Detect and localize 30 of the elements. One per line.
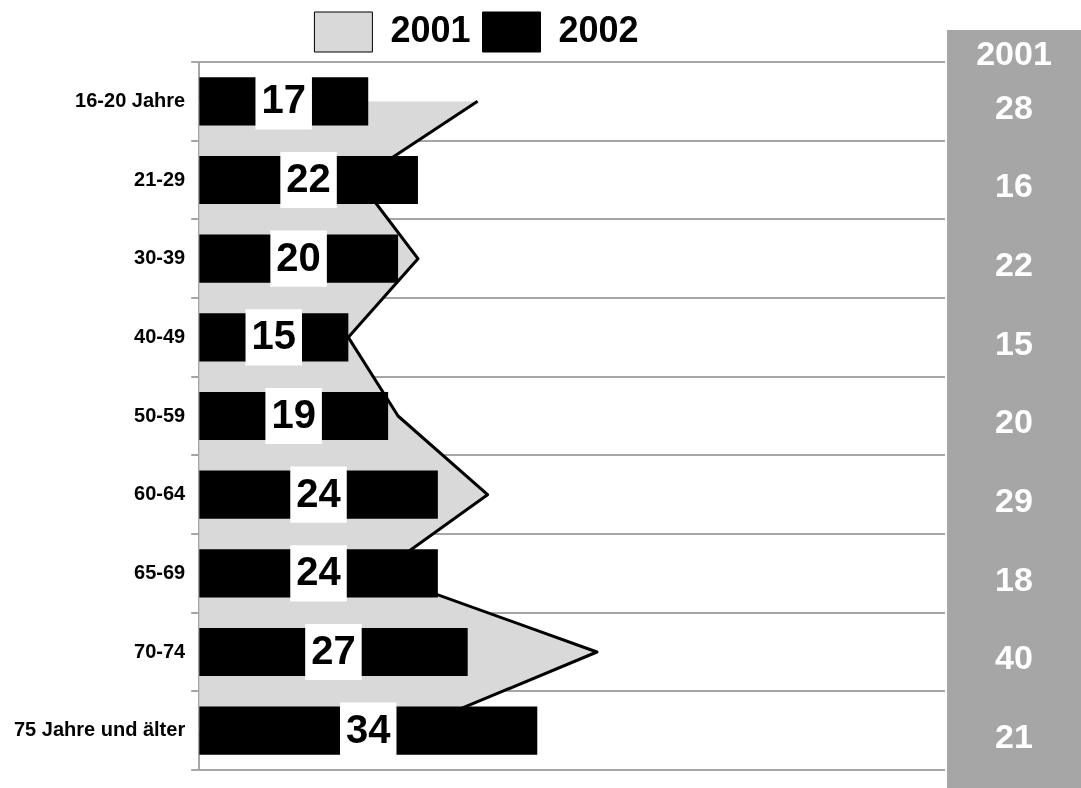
- data-label: 19: [271, 392, 316, 437]
- y-tick-label: 40-49: [134, 324, 186, 347]
- data-label: 16: [995, 166, 1033, 205]
- data-label: 22: [995, 245, 1033, 284]
- text: 2001: [976, 34, 1052, 73]
- data-label: 22: [286, 156, 331, 201]
- data-label: 40: [995, 638, 1033, 677]
- data-label: 21: [995, 717, 1033, 756]
- data-label: 29: [995, 481, 1033, 520]
- y-tick-label: 65-69: [134, 560, 186, 583]
- data-label: 15: [251, 313, 297, 358]
- data-label: 17: [261, 77, 306, 122]
- data-label: 20: [276, 234, 321, 279]
- data-label: 24: [296, 470, 342, 515]
- data-label: 15: [995, 323, 1033, 362]
- data-label: 28: [995, 87, 1033, 126]
- data-label: 27: [311, 628, 356, 673]
- data-label: 18: [995, 559, 1033, 598]
- y-tick-label: 21-29: [134, 167, 186, 190]
- data-label: 34: [345, 706, 392, 751]
- legend-label: 2001: [390, 8, 471, 50]
- data-label: 24: [296, 549, 342, 594]
- y-tick-label: 60-64: [134, 482, 187, 505]
- y-tick-label: 16-20 Jahre: [75, 88, 186, 111]
- data-label: 20: [995, 402, 1033, 441]
- y-tick-label: 30-39: [134, 246, 186, 269]
- legend-label: 2002: [558, 8, 639, 50]
- y-tick-label: 50-59: [134, 403, 186, 426]
- y-tick-label: 75 Jahre und älter: [13, 718, 186, 741]
- y-tick-label: 70-74: [134, 639, 187, 662]
